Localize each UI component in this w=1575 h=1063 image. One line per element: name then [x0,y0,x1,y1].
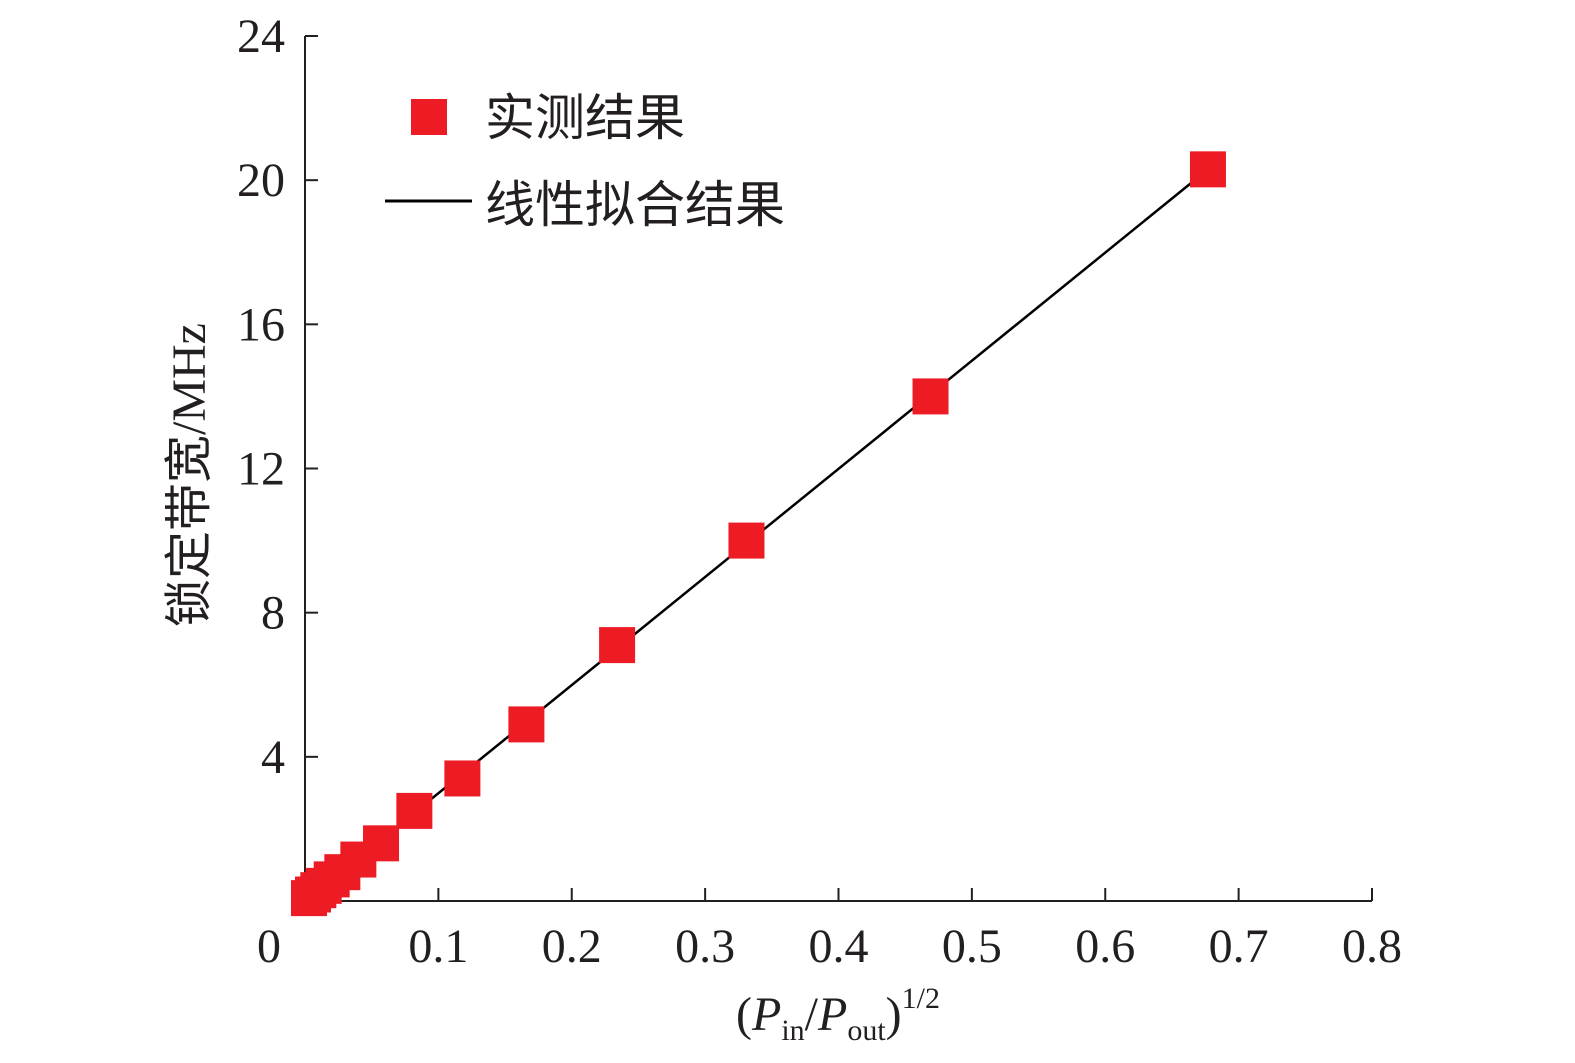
legend-label-measured: 实测结果 [485,89,685,147]
x-tick-label: 0 [257,920,281,973]
x-axis-title-part: out [847,1014,886,1047]
y-tick-label: 16 [237,298,285,351]
axes: 0 0.1 0.2 0.3 0.4 0.5 0.6 0.7 0.8 4 8 12 16 20 24 [237,10,1402,973]
y-tick-label: 12 [237,443,285,496]
x-axis-title-part: 1/2 [902,982,940,1015]
y-tick-label: 20 [237,154,285,207]
x-tick-label: 0.7 [1209,920,1269,973]
legend: 实测结果 线性拟合结果 [385,89,785,234]
data-point [599,627,636,664]
x-axis-title-part: P [751,988,781,1041]
x-tick-label: 0.1 [408,920,468,973]
data-point [1189,151,1226,188]
y-tick-label: 8 [261,587,285,640]
x-axis-title-part: ) [886,988,902,1041]
x-tick-label: 0.2 [542,920,602,973]
data-point [396,792,433,829]
x-axis-title-part: / [805,988,819,1041]
data-point [444,760,481,797]
data-point [363,825,400,862]
x-tick-label: 0.5 [942,920,1002,973]
y-tick-label: 4 [261,731,285,784]
data-point [508,706,545,743]
x-tick-label: 0.4 [809,920,869,973]
x-axis-title-part: in [781,1014,804,1047]
legend-marker-measured [411,99,447,135]
x-axis-title-part: P [817,988,847,1041]
x-tick-label: 0.6 [1075,920,1135,973]
x-axis-title-part: ( [736,988,752,1041]
data-point [728,522,765,559]
legend-label-fit: 线性拟合结果 [485,176,785,234]
points-layer [291,151,1226,917]
y-axis-title: 锁定带宽/MHz [163,323,216,627]
x-tick-label: 0.3 [675,920,735,973]
data-point [912,378,949,415]
y-tick-label: 24 [237,10,285,63]
x-axis-title: (Pin/Pout)1/2 [736,982,940,1047]
x-tick-label: 0.8 [1342,920,1402,973]
